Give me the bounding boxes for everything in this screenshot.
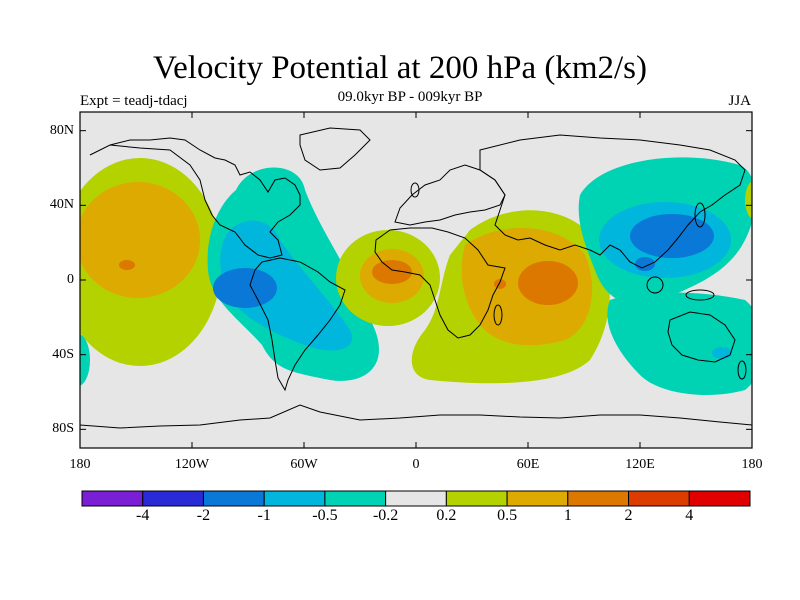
colorbar-box	[567, 490, 630, 507]
coast-new-guinea	[685, 289, 715, 301]
colorbar-label: -0.5	[312, 507, 338, 524]
lon-tick-label: 180	[741, 457, 763, 472]
americas-negative-anomaly	[207, 167, 379, 381]
colorbar-box	[324, 490, 387, 507]
colorbar-box	[628, 490, 690, 507]
coast-new-zealand	[737, 360, 747, 380]
coast-australia	[667, 311, 736, 363]
pacific-positive-anomaly	[80, 158, 222, 366]
colorbar-box	[263, 490, 326, 507]
colorbar-box	[445, 490, 508, 507]
colorbar-label: -4	[136, 507, 150, 524]
season-label: JJA	[728, 93, 751, 109]
west-africa-positive-anomaly	[336, 230, 440, 326]
coast-madagascar	[493, 304, 503, 326]
west-edge-negative-anomaly	[80, 334, 90, 386]
lat-tick-label: 0	[67, 272, 74, 287]
lat-tick-label: 40S	[52, 346, 74, 362]
colorbar-label: 0.2	[436, 507, 457, 524]
indian-ocean-positive-anomaly	[411, 210, 610, 384]
coast-south-america	[249, 257, 346, 392]
colorbar	[81, 490, 751, 507]
coast-north-america	[89, 137, 301, 259]
east-edge-positive-anomaly	[745, 180, 752, 220]
plot-subtitle: 09.0kyr BP - 009kyr BP	[337, 89, 483, 105]
lat-tick-label: 80S	[52, 421, 74, 437]
colorbar-label: 1	[563, 507, 572, 524]
colorbar-box	[81, 490, 144, 507]
colorbar-box	[202, 490, 265, 507]
coast-borneo	[646, 276, 664, 294]
coastlines	[80, 127, 752, 429]
coast-greenland	[299, 127, 371, 171]
colorbar-box	[142, 490, 204, 507]
colorbar-label: -1	[257, 507, 271, 524]
colorbar-box	[506, 490, 569, 507]
lat-tick-label: 80N	[49, 122, 74, 138]
page-title: Velocity Potential at 200 hPa (km2/s)	[152, 50, 648, 86]
coast-japan	[694, 202, 706, 228]
colorbar-label: 0.5	[497, 507, 518, 524]
colorbar-box	[385, 490, 447, 507]
lon-tick-label: 180	[69, 457, 91, 472]
axis-ticks	[79, 112, 753, 448]
contour-fills	[80, 157, 752, 395]
lat-tick-label: 40N	[49, 197, 74, 213]
lon-tick-label: 60W	[290, 457, 318, 472]
coast-africa-europe	[374, 227, 506, 339]
colorbar-label: -2	[196, 507, 211, 524]
east-asia-negative-anomaly	[578, 157, 752, 305]
coast-asia	[479, 134, 746, 269]
lon-tick-label: 120E	[625, 457, 655, 472]
experiment-label: Expt = teadj-tdacj	[80, 93, 188, 109]
colorbar-label: -0.2	[372, 507, 399, 524]
lon-tick-label: 60E	[516, 457, 540, 472]
lon-tick-label: 0	[412, 457, 420, 472]
lon-tick-label: 120W	[174, 457, 210, 472]
colorbar-label: 2	[624, 507, 633, 524]
coast-antarctica	[80, 404, 752, 429]
colorbar-label: 4	[685, 507, 694, 524]
coast-uk	[410, 182, 420, 198]
colorbar-box	[688, 490, 751, 507]
